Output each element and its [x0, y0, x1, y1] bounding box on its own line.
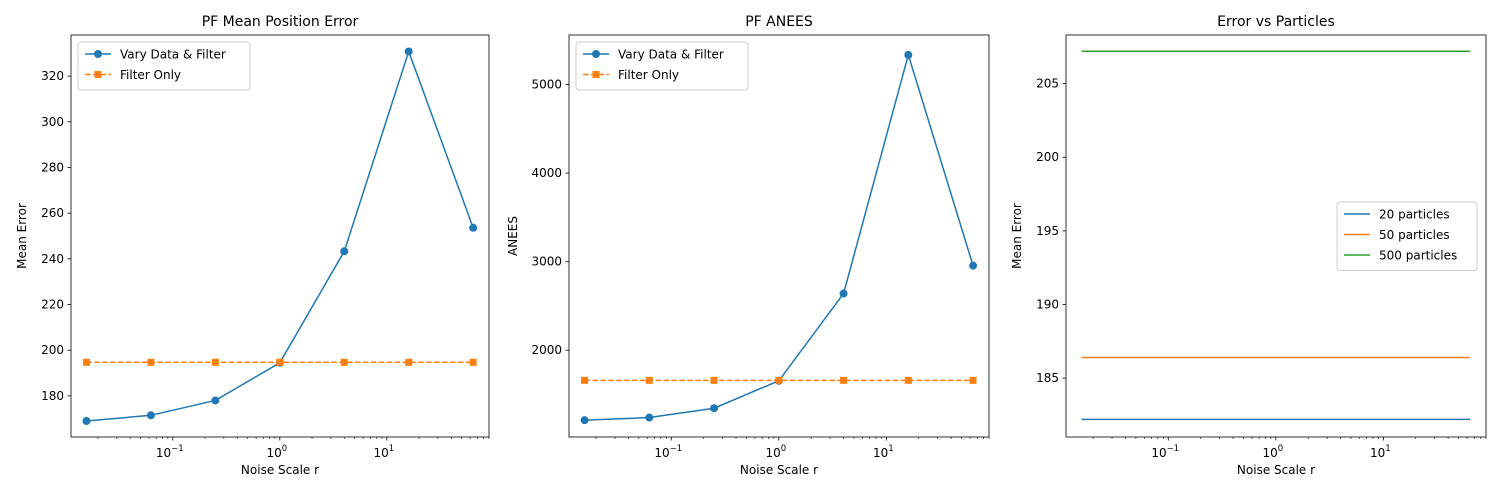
- data-point: [839, 289, 848, 298]
- data-point: [146, 411, 155, 420]
- data-point: [147, 358, 155, 366]
- x-tick-label: 101: [1370, 444, 1391, 460]
- legend: Vary Data & Filter Filter Only: [575, 41, 749, 91]
- y-tick-label: 280: [41, 160, 64, 174]
- x-tick-label: 101: [374, 444, 395, 460]
- y-tick-label: 5000: [531, 78, 562, 92]
- data-point: [904, 376, 912, 384]
- x-tick-label: 100: [765, 444, 786, 460]
- chart-panel-2: PF ANEES 10−1 100 101 2000 3000 4000 5000 Noise …: [506, 14, 990, 477]
- legend-marker: [94, 50, 102, 58]
- x-tick-label: 100: [1262, 444, 1283, 460]
- legend-box: [77, 41, 251, 91]
- x-tick-label: 101: [873, 444, 894, 460]
- y-tick-label: 260: [41, 206, 64, 220]
- series-1: [82, 47, 478, 426]
- chart-title: Error vs Particles: [1217, 14, 1335, 30]
- legend-label: Filter Only: [120, 68, 181, 82]
- x-tick-label: 10−1: [156, 444, 184, 460]
- data-point: [469, 358, 477, 366]
- data-point: [82, 358, 90, 366]
- data-point: [340, 247, 349, 256]
- x-axis-label: Noise Scale r: [241, 463, 319, 477]
- x-tick-label: 100: [266, 444, 287, 460]
- data-point: [404, 47, 413, 56]
- x-axis-label: Noise Scale r: [740, 463, 818, 477]
- legend-box: [575, 41, 749, 91]
- series-2: [82, 358, 477, 366]
- data-point: [775, 376, 783, 384]
- y-tick-label: 3000: [531, 255, 562, 269]
- data-point: [340, 358, 348, 366]
- y-axis-label: ANEES: [506, 216, 520, 256]
- data-point: [276, 358, 284, 366]
- data-point: [580, 416, 589, 425]
- plot-frame: [568, 34, 990, 438]
- series-1: [580, 50, 978, 425]
- chart-title: PF ANEES: [745, 14, 813, 30]
- y-axis-label: Mean Error: [15, 203, 29, 269]
- legend-marker: [592, 50, 600, 58]
- y-tick-label: 240: [41, 252, 64, 266]
- data-point: [645, 413, 654, 422]
- legend-label: 500 particles: [1379, 249, 1457, 263]
- legend-label: Vary Data & Filter: [618, 48, 724, 62]
- data-point: [969, 376, 977, 384]
- plot-frame: [1065, 34, 1487, 438]
- data-point: [969, 261, 978, 270]
- data-point: [710, 376, 718, 384]
- legend-marker: [592, 71, 600, 78]
- legend: 20 particles 50 particles 500 particles: [1336, 201, 1478, 271]
- plot-frame: [70, 34, 490, 438]
- y-tick-label: 200: [1036, 150, 1059, 164]
- data-point: [469, 223, 478, 232]
- legend-label: Vary Data & Filter: [120, 48, 226, 62]
- y-tick-label: 200: [41, 343, 64, 357]
- data-point: [211, 396, 220, 405]
- y-tick-label: 320: [41, 69, 64, 83]
- y-tick-label: 180: [41, 389, 64, 403]
- data-point: [710, 404, 719, 413]
- series-line: [584, 52, 974, 421]
- x-tick-label: 10−1: [1151, 444, 1179, 460]
- legend-marker: [94, 71, 102, 78]
- data-point: [405, 358, 413, 366]
- chart-panel-1: PF Mean Position Error 10−1 100 101 180 200 22…: [15, 14, 490, 477]
- y-tick-label: 195: [1036, 224, 1059, 238]
- y-tick-label: 4000: [531, 166, 562, 180]
- y-axis-label: Mean Error: [1010, 203, 1024, 269]
- x-tick-label: 10−1: [654, 444, 682, 460]
- data-point: [211, 358, 219, 366]
- y-tick-label: 205: [1036, 77, 1059, 91]
- data-point: [581, 376, 589, 384]
- data-point: [82, 417, 91, 426]
- y-tick-label: 2000: [531, 343, 562, 357]
- chart-title: PF Mean Position Error: [202, 14, 359, 30]
- data-point: [840, 376, 848, 384]
- y-tick-label: 190: [1036, 297, 1059, 311]
- legend: Vary Data & Filter Filter Only: [77, 41, 251, 91]
- legend-box: [1336, 201, 1478, 271]
- legend-label: 50 particles: [1379, 228, 1450, 242]
- chart-panel-3: Error vs Particles 10−1 100 101 185 190 195 200…: [1010, 14, 1487, 477]
- y-tick-label: 220: [41, 298, 64, 312]
- x-axis-label: Noise Scale r: [1237, 463, 1315, 477]
- y-tick-label: 185: [1036, 371, 1059, 385]
- legend-label: 20 particles: [1379, 208, 1450, 222]
- series-2: [581, 376, 977, 384]
- data-point: [645, 376, 653, 384]
- y-tick-label: 300: [41, 115, 64, 129]
- data-point: [904, 50, 913, 59]
- legend-label: Filter Only: [618, 68, 679, 82]
